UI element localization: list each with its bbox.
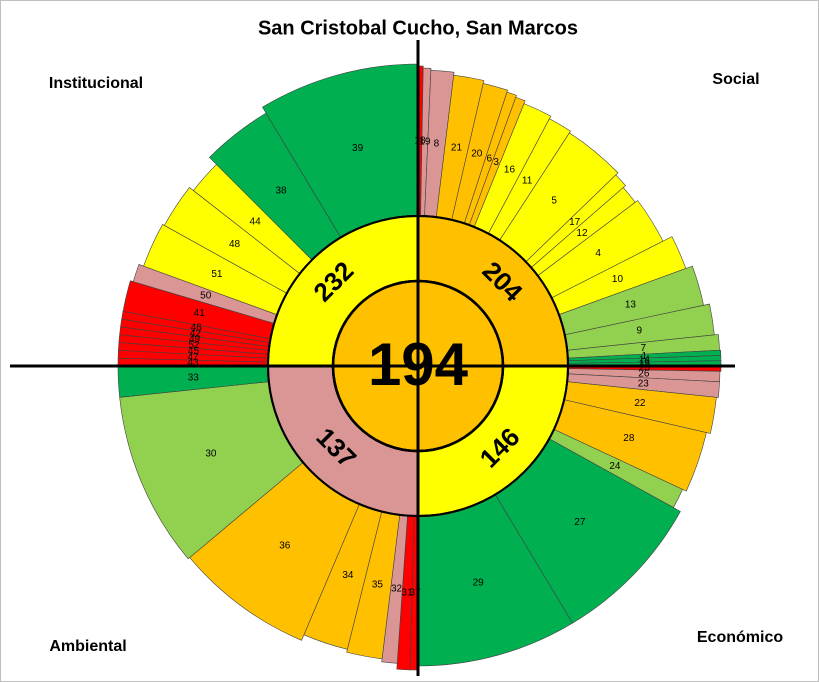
- segment-label: 48: [229, 239, 241, 250]
- segment-label: 21: [451, 143, 463, 154]
- segment-label: 32: [391, 584, 403, 595]
- segment-label: 49: [189, 334, 201, 345]
- segment-label: 31: [402, 587, 414, 598]
- quadrant-name: Económico: [697, 629, 783, 646]
- segment-label: 25: [639, 363, 651, 374]
- segment-label: 13: [625, 300, 637, 311]
- segment-label: 35: [372, 579, 384, 590]
- segment-label: 1: [642, 351, 648, 362]
- segment-label: 5: [551, 196, 557, 207]
- segment-label: 50: [200, 291, 212, 302]
- segment-label: 3: [493, 157, 499, 168]
- segment-label: 27: [574, 517, 586, 528]
- segment-label: 28: [623, 433, 635, 444]
- segment-label: 42: [190, 328, 202, 339]
- ring-outline: [267, 215, 569, 517]
- segment-label: 12: [576, 228, 588, 239]
- segment-label: 36: [279, 541, 291, 552]
- segment-label: 9: [636, 326, 642, 337]
- center-value: 194: [368, 331, 469, 398]
- segment-label: 14: [639, 355, 651, 366]
- segment-label: 38: [275, 185, 287, 196]
- segment-label: 22: [634, 398, 646, 409]
- segment-label: 24: [609, 461, 621, 472]
- segment-label: 16: [504, 164, 516, 175]
- segment-label: 29: [473, 577, 485, 588]
- segment-label: 20: [471, 149, 483, 160]
- segment-label: 44: [250, 217, 262, 228]
- segment-label: 43: [187, 358, 199, 369]
- segment-label: 18: [414, 136, 426, 147]
- segment-label: 8: [434, 138, 440, 149]
- segment-label: 33: [188, 372, 200, 383]
- segment-label: 23: [638, 378, 650, 389]
- segment-label: 47: [188, 352, 200, 363]
- segment-label: 45: [188, 346, 200, 357]
- segment-label: 19: [419, 137, 431, 148]
- segment-label: 52: [188, 340, 200, 351]
- segment-label: 46: [191, 323, 203, 334]
- segment-label: 37: [409, 588, 421, 599]
- segment-label: 10: [612, 274, 624, 285]
- segment-label: 4: [595, 248, 601, 259]
- segment-label: 34: [342, 570, 354, 581]
- segment-label: 30: [205, 449, 217, 460]
- segment-label: 39: [352, 143, 364, 154]
- segment-label: 7: [641, 343, 647, 354]
- segment-label: 26: [638, 369, 650, 380]
- quadrant-name: Social: [712, 71, 759, 88]
- segment-label: 15: [639, 359, 651, 370]
- center-outline: [331, 279, 505, 453]
- segment-label: 6: [487, 154, 493, 165]
- segment-label: 11: [522, 175, 533, 186]
- chart-title: San Cristobal Cucho, San Marcos: [258, 17, 578, 39]
- segment-label: 41: [194, 308, 206, 319]
- quadrant-name: Ambiental: [49, 638, 126, 655]
- segment-label: 51: [211, 269, 223, 280]
- quadrant-name: Institucional: [49, 75, 143, 92]
- segment-label: 17: [569, 217, 581, 228]
